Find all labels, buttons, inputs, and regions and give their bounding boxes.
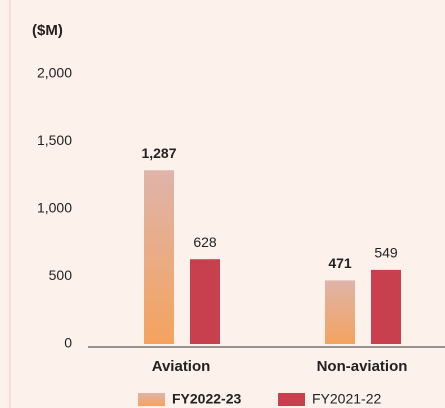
legend-label: FY2021-22 bbox=[312, 391, 381, 407]
y-tick-label: 500 bbox=[49, 267, 73, 283]
data-label: 549 bbox=[374, 245, 398, 261]
data-label: 1,287 bbox=[141, 145, 176, 161]
data-label: 628 bbox=[193, 234, 217, 250]
x-tick-label: Aviation bbox=[152, 358, 211, 375]
bar bbox=[190, 259, 220, 344]
bar bbox=[325, 280, 355, 344]
legend-swatch bbox=[278, 393, 305, 406]
y-tick-label: 0 bbox=[64, 335, 72, 351]
axis-title: ($M) bbox=[32, 22, 63, 39]
y-tick-label: 1,000 bbox=[37, 200, 72, 216]
y-tick-label: 1,500 bbox=[37, 132, 72, 148]
legend-swatch bbox=[138, 393, 165, 406]
data-label: 471 bbox=[328, 255, 352, 271]
bar bbox=[371, 269, 401, 344]
legend-label: FY2022-23 bbox=[172, 391, 241, 407]
bar bbox=[144, 170, 174, 344]
x-tick-label: Non-aviation bbox=[317, 358, 408, 375]
y-tick-label: 2,000 bbox=[37, 65, 72, 81]
